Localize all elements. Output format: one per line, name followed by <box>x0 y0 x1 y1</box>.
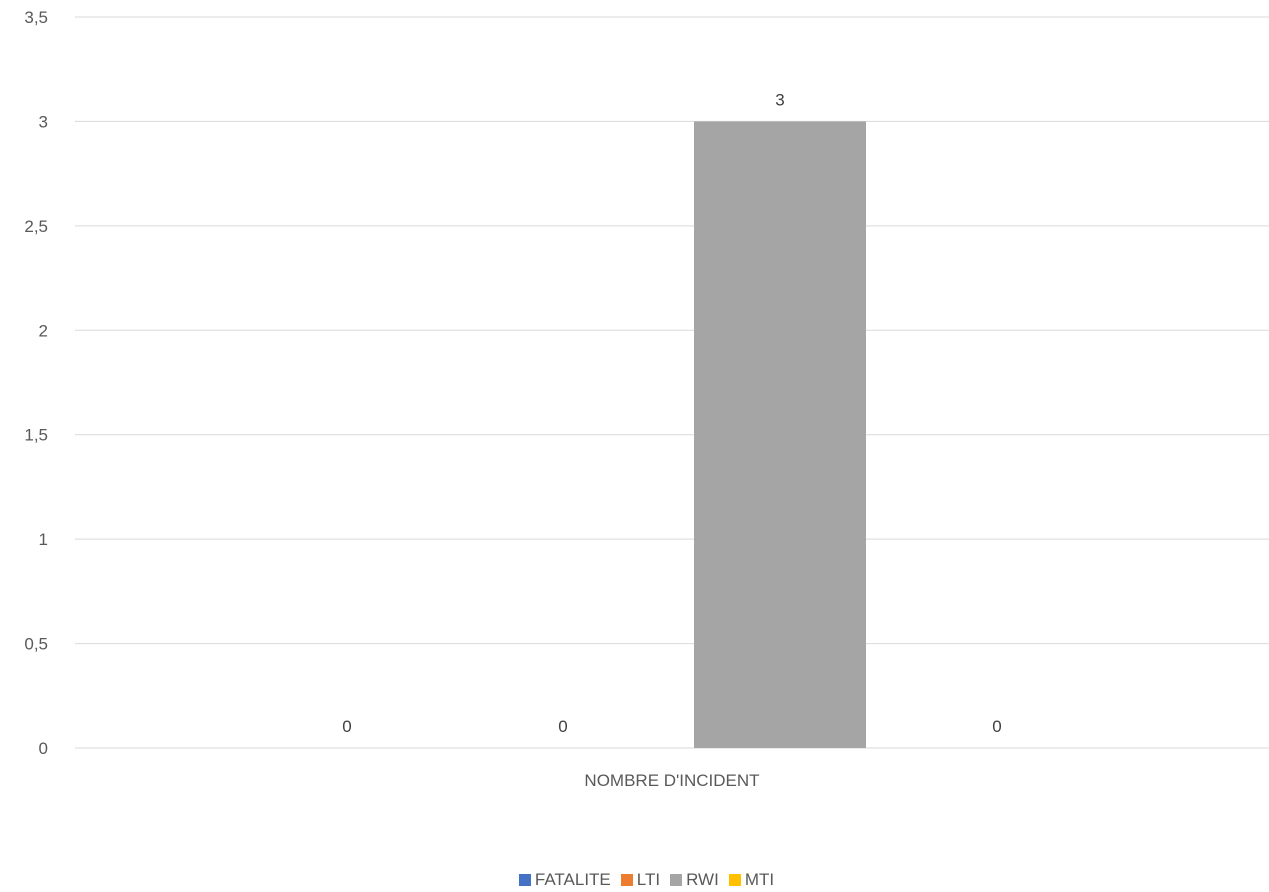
legend-item: LTI <box>620 870 661 890</box>
legend-label: FATALITE <box>534 870 611 889</box>
legend-item: RWI <box>670 870 719 890</box>
data-label: 0 <box>992 717 1001 736</box>
bar-rwi <box>694 121 866 748</box>
legend-swatch <box>728 874 741 886</box>
y-tick-label: 1,5 <box>24 426 48 445</box>
x-category-label: NOMBRE D'INCIDENT <box>584 771 759 790</box>
legend-swatch <box>518 874 531 886</box>
y-tick-label: 1 <box>39 530 48 549</box>
legend-label: LTI <box>636 870 661 889</box>
data-label: 0 <box>342 717 351 736</box>
legend-label: MTI <box>744 870 775 889</box>
y-tick-label: 0,5 <box>24 635 48 654</box>
legend-swatch <box>670 874 683 886</box>
legend-item: MTI <box>728 870 775 890</box>
legend-label: RWI <box>686 870 719 889</box>
legend: FATALITE LTI RWI MTI <box>12 868 1269 892</box>
y-tick-label: 3,5 <box>24 8 48 27</box>
y-tick-label: 0 <box>39 739 48 758</box>
y-tick-label: 2 <box>39 321 48 340</box>
legend-item: FATALITE <box>518 870 611 890</box>
data-label: 0 <box>558 717 567 736</box>
y-tick-label: 3 <box>39 112 48 131</box>
y-tick-label: 2,5 <box>24 217 48 236</box>
legend-swatch <box>620 874 633 886</box>
data-label: 3 <box>775 90 784 109</box>
